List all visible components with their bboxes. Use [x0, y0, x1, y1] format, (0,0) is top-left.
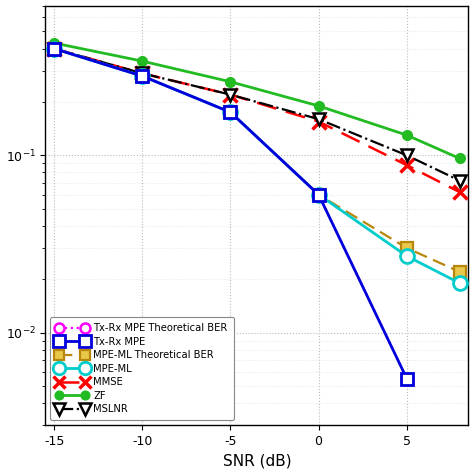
Line: MSLNR: MSLNR — [48, 42, 466, 187]
ZF — [139, 58, 145, 64]
MPE-ML Theoretical BER — [404, 245, 410, 251]
ZF — [228, 79, 233, 85]
MMSE — [51, 46, 57, 52]
MSLNR — [316, 116, 321, 122]
Line: Tx-Rx MPE Theoretical BER: Tx-Rx MPE Theoretical BER — [49, 43, 412, 384]
X-axis label: SNR (dB): SNR (dB) — [223, 454, 291, 468]
Tx-Rx MPE — [51, 46, 57, 52]
MMSE — [316, 119, 321, 125]
Legend: Tx-Rx MPE Theoretical BER, Tx-Rx MPE, MPE-ML Theoretical BER, MPE-ML, MMSE, ZF, : Tx-Rx MPE Theoretical BER, Tx-Rx MPE, MP… — [50, 317, 234, 420]
MMSE — [228, 92, 233, 98]
MPE-ML — [51, 46, 57, 52]
MPE-ML — [316, 192, 321, 198]
MMSE — [404, 162, 410, 168]
MSLNR — [457, 178, 463, 183]
Line: MPE-ML Theoretical BER: MPE-ML Theoretical BER — [49, 43, 465, 277]
ZF — [51, 40, 57, 46]
ZF — [316, 103, 321, 109]
ZF — [404, 132, 410, 138]
ZF — [457, 155, 463, 161]
Line: MMSE: MMSE — [47, 42, 466, 199]
MMSE — [139, 71, 145, 76]
MPE-ML Theoretical BER — [51, 46, 57, 52]
MSLNR — [139, 71, 145, 76]
Line: Tx-Rx MPE: Tx-Rx MPE — [48, 42, 413, 385]
Tx-Rx MPE — [404, 376, 410, 382]
MPE-ML Theoretical BER — [316, 192, 321, 198]
Tx-Rx MPE Theoretical BER — [316, 192, 321, 198]
Tx-Rx MPE — [228, 109, 233, 115]
Tx-Rx MPE Theoretical BER — [51, 46, 57, 52]
MSLNR — [51, 46, 57, 52]
Tx-Rx MPE Theoretical BER — [228, 109, 233, 115]
MPE-ML Theoretical BER — [228, 109, 233, 115]
MSLNR — [404, 153, 410, 158]
Tx-Rx MPE — [316, 192, 321, 198]
MPE-ML Theoretical BER — [457, 269, 463, 274]
Line: ZF: ZF — [49, 38, 465, 164]
MPE-ML — [139, 73, 145, 79]
Tx-Rx MPE — [139, 73, 145, 79]
Line: MPE-ML: MPE-ML — [47, 42, 466, 290]
MPE-ML — [457, 280, 463, 286]
Tx-Rx MPE Theoretical BER — [404, 376, 410, 382]
Tx-Rx MPE Theoretical BER — [139, 73, 145, 79]
MSLNR — [228, 92, 233, 98]
MPE-ML — [228, 109, 233, 115]
MPE-ML — [404, 253, 410, 259]
MMSE — [457, 189, 463, 195]
MPE-ML Theoretical BER — [139, 73, 145, 79]
